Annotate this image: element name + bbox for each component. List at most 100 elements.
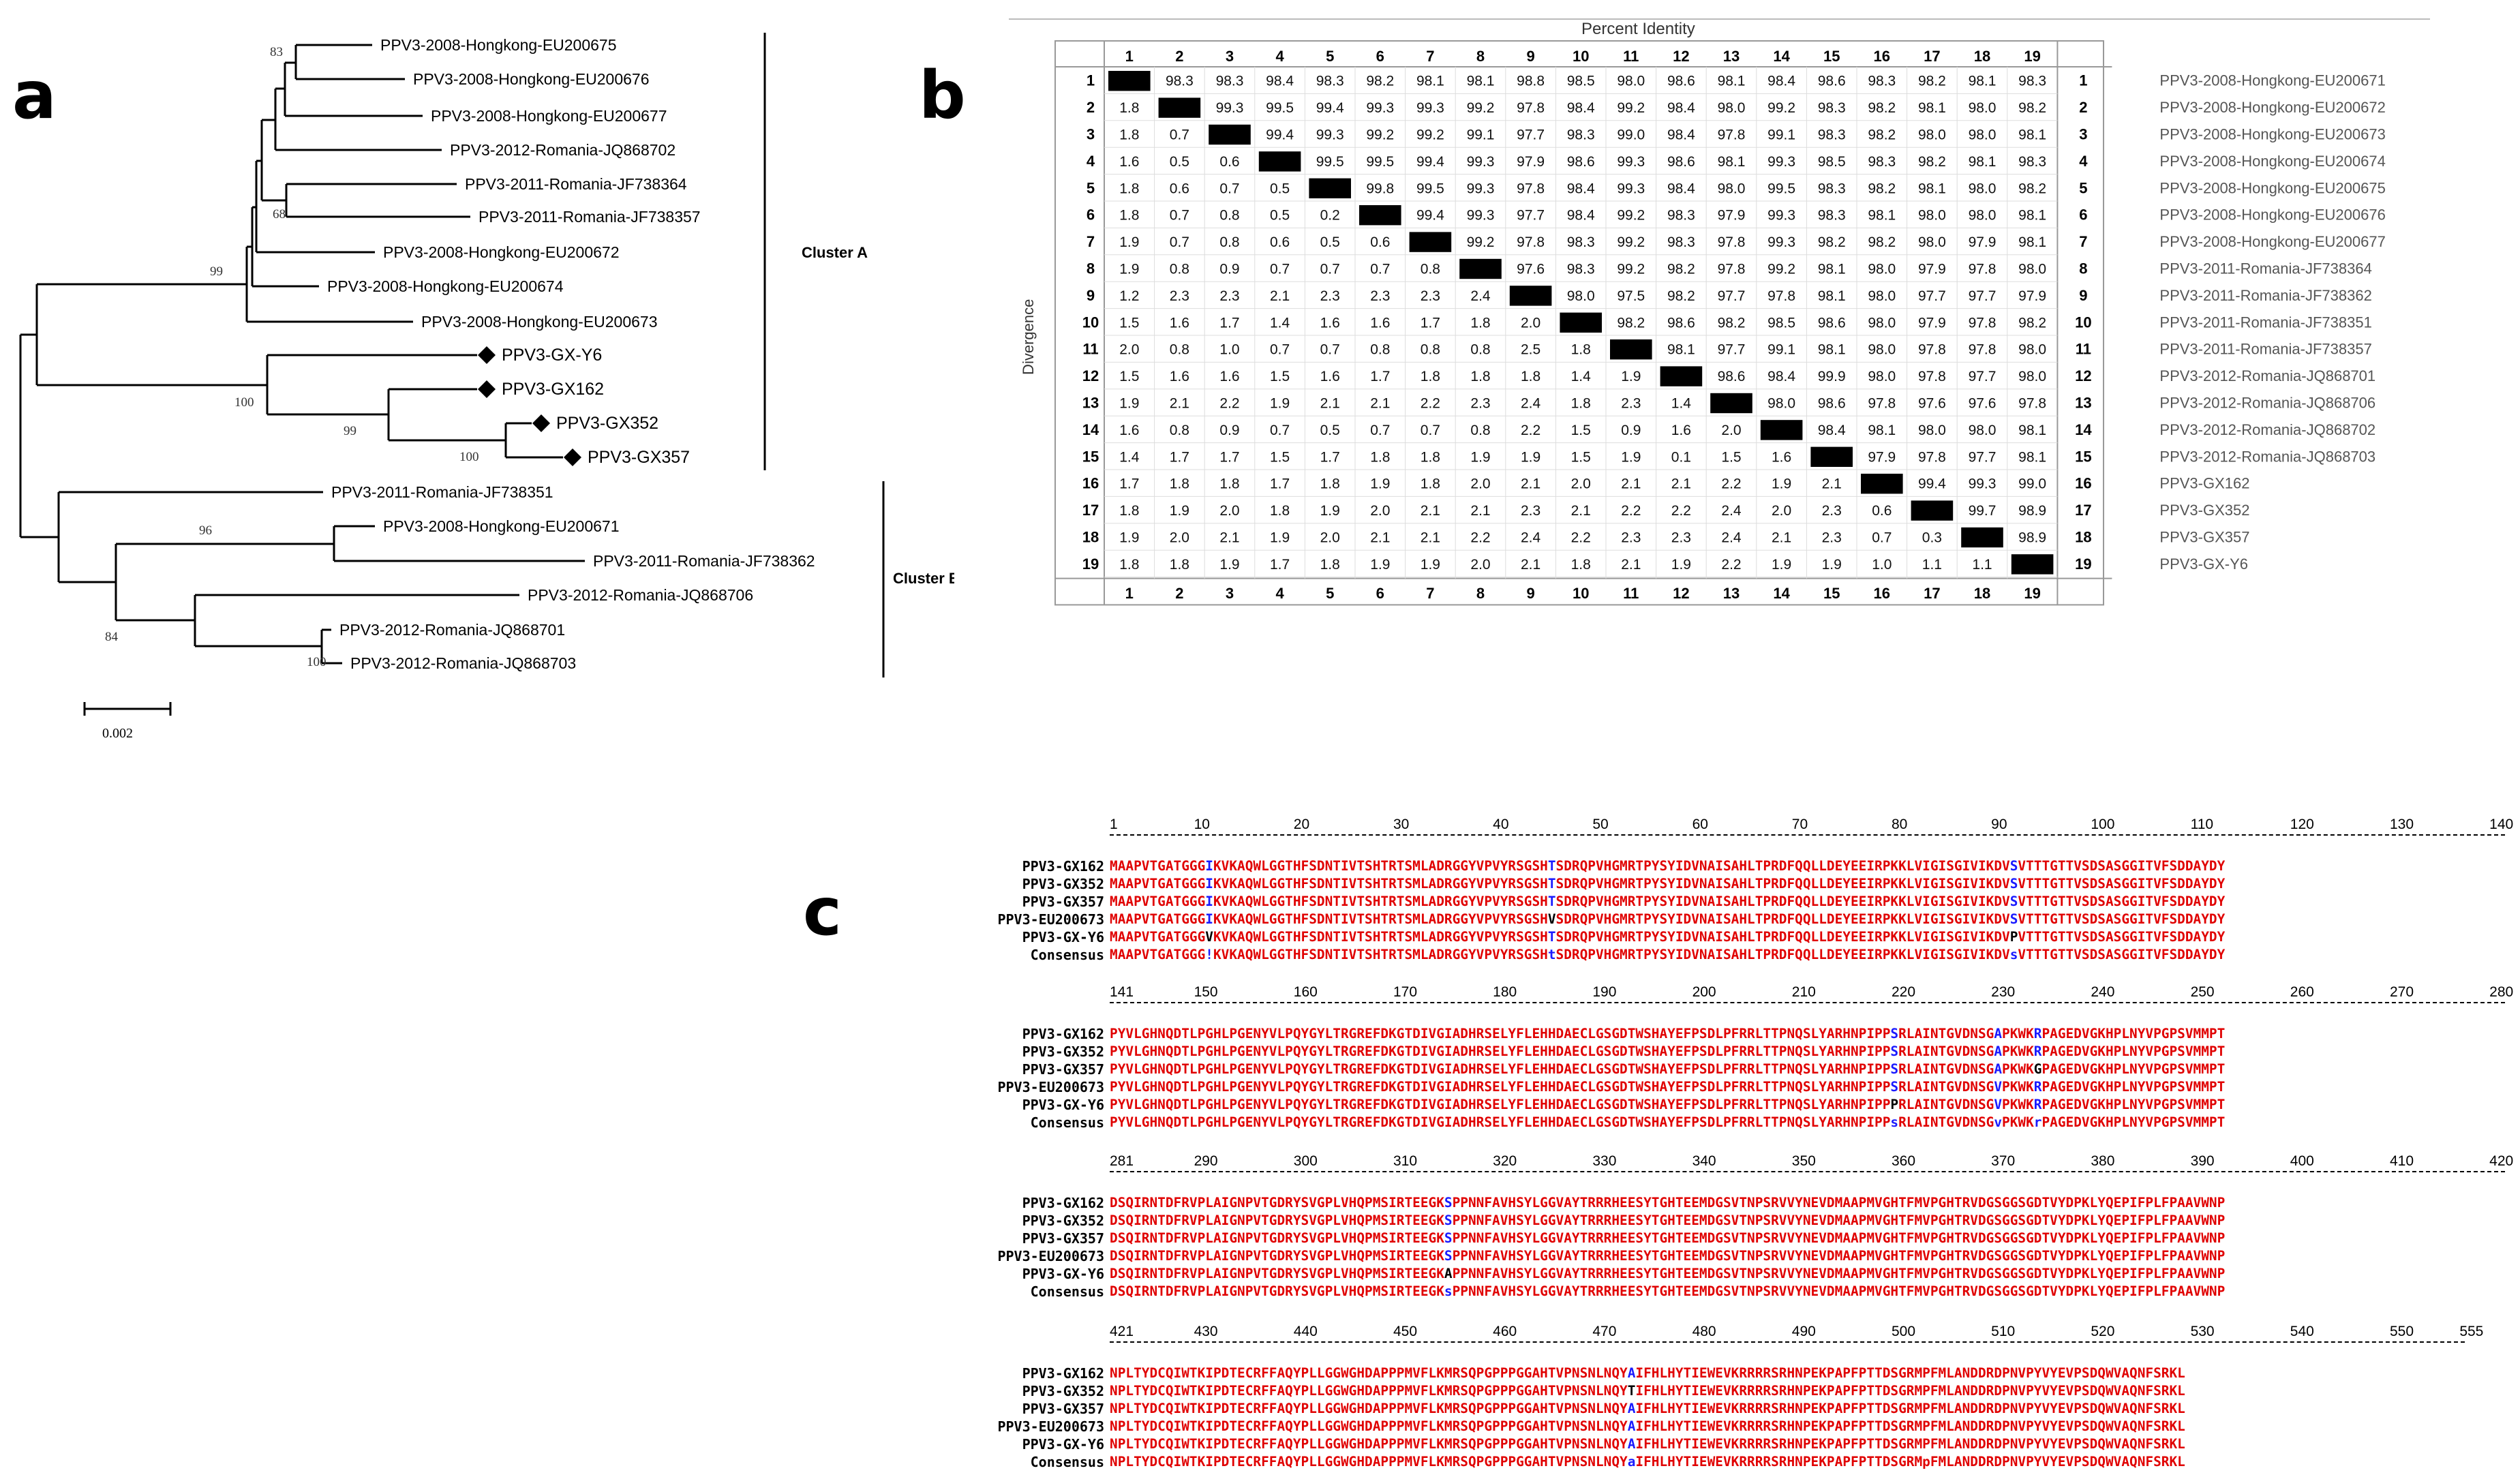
matrix-cell: 99.3 <box>1316 127 1344 143</box>
matrix-cell: 1.8 <box>1270 503 1290 519</box>
matrix-cell: 0.8 <box>1170 342 1189 358</box>
ruler-number: 210 <box>1791 984 1816 1000</box>
matrix-cell: 2.1 <box>1320 396 1340 412</box>
matrix-cell: 0.6 <box>1370 234 1390 250</box>
matrix-seq-name: PPV3-2012-Romania-JQ868703 <box>2159 448 2375 465</box>
matrix-row-header-right: 9 <box>2079 287 2087 304</box>
matrix-cell: 1.5 <box>1571 449 1591 465</box>
matrix-cell: 98.0 <box>1868 369 1896 384</box>
matrix-cell: 98.6 <box>1818 315 1846 331</box>
matrix-cell: 98.4 <box>1567 208 1595 224</box>
matrix-cell: 2.0 <box>1721 423 1741 438</box>
matrix-col-header: 14 <box>1773 48 1790 65</box>
alignment-sequence: MAAPVTGATGGG!KVKAQWLGGTHFSDNTIVTSHTRTSML… <box>1110 947 2226 962</box>
matrix-col-footer: 13 <box>1723 585 1740 602</box>
matrix-cell: 98.0 <box>1868 262 1896 277</box>
matrix-diagonal-cell <box>1610 339 1652 360</box>
alignment-sequence: NPLTYDCQIWTKIPDTECRFFAQYPLLGGWGHDAPPPMVF… <box>1110 1365 2185 1381</box>
matrix-cell: 98.3 <box>1667 208 1695 224</box>
matrix-cell: 99.1 <box>1767 127 1795 143</box>
matrix-cell: 98.0 <box>1969 181 1997 196</box>
matrix-cell: 97.9 <box>1918 315 1946 331</box>
matrix-cell: 2.1 <box>1621 476 1641 492</box>
matrix-cell: 2.1 <box>1370 530 1390 546</box>
matrix-cell: 99.3 <box>1767 234 1795 250</box>
matrix-ylabel: Divergence <box>1020 299 1037 375</box>
matrix-cell: 98.1 <box>1868 423 1896 438</box>
matrix-cell: 98.1 <box>1416 74 1444 89</box>
matrix-col-header: 6 <box>1376 48 1384 65</box>
matrix-cell: 1.8 <box>1521 369 1540 384</box>
matrix-cell: 2.3 <box>1671 530 1691 546</box>
matrix-cell: 0.8 <box>1219 234 1239 250</box>
matrix-cell: 97.8 <box>1517 234 1545 250</box>
matrix-cell: 98.3 <box>1818 127 1846 143</box>
matrix-cell: 98.4 <box>1767 369 1795 384</box>
matrix-cell: 98.6 <box>1667 74 1695 89</box>
matrix-cell: 98.1 <box>1969 154 1997 170</box>
matrix-cell: 1.7 <box>1270 557 1290 573</box>
matrix-cell: 2.5 <box>1521 342 1540 358</box>
matrix-cell: 99.1 <box>1467 127 1495 143</box>
matrix-cell: 98.0 <box>1918 423 1946 438</box>
matrix-cell: 2.2 <box>1671 503 1691 519</box>
matrix-cell: 2.1 <box>1571 503 1591 519</box>
tree-leaf-label: PPV3-2008-Hongkong-EU200676 <box>413 70 650 88</box>
matrix-row-header-right: 17 <box>2075 502 2091 519</box>
matrix-cell: 97.9 <box>1969 234 1997 250</box>
matrix-cell: 98.1 <box>2018 208 2046 224</box>
matrix-cell: 97.7 <box>1718 342 1746 358</box>
matrix-cell: 99.2 <box>1767 262 1795 277</box>
matrix-row-header-right: 19 <box>2075 555 2091 573</box>
matrix-row-header-right: 6 <box>2079 207 2087 224</box>
matrix-seq-name: PPV3-2012-Romania-JQ868701 <box>2159 367 2375 384</box>
alignment-seq-name: PPV3-GX357 <box>1022 894 1104 910</box>
diamond-marker-icon <box>478 380 496 398</box>
ruler-number: 1 <box>1110 817 1118 832</box>
matrix-cell: 1.4 <box>1270 315 1290 331</box>
alignment-seq-name: PPV3-GX352 <box>1022 1213 1104 1229</box>
matrix-cell: 99.3 <box>1969 476 1997 492</box>
matrix-cell: 1.7 <box>1320 449 1340 465</box>
bootstrap-value: 83 <box>270 45 283 59</box>
matrix-cell: 1.9 <box>1621 449 1641 465</box>
alignment-seq-name: Consensus <box>1030 1283 1104 1300</box>
matrix-cell: 98.0 <box>1718 100 1746 116</box>
matrix-cell: 98.0 <box>1617 74 1645 89</box>
matrix-col-footer: 16 <box>1874 585 1890 602</box>
matrix-cell: 1.9 <box>1270 530 1290 546</box>
matrix-cell: 98.2 <box>1868 181 1896 196</box>
matrix-col-header: 10 <box>1573 48 1589 65</box>
matrix-seq-name: PPV3-2008-Hongkong-EU200676 <box>2159 207 2385 224</box>
matrix-row-header: 18 <box>1082 529 1099 546</box>
matrix-cell: 1.7 <box>1219 315 1239 331</box>
matrix-cell: 97.9 <box>1517 154 1545 170</box>
matrix-cell: 99.5 <box>1266 100 1294 116</box>
matrix-col-footer: 8 <box>1476 585 1485 602</box>
matrix-row-header-right: 16 <box>2075 475 2091 492</box>
matrix-seq-name: PPV3-2008-Hongkong-EU200674 <box>2159 153 2385 170</box>
matrix-col-header: 2 <box>1175 48 1183 65</box>
ruler-number: 200 <box>1692 984 1716 1000</box>
matrix-col-header: 18 <box>1974 48 1990 65</box>
matrix-cell: 99.3 <box>1467 154 1495 170</box>
matrix-cell: 99.2 <box>1617 208 1645 224</box>
matrix-cell: 1.5 <box>1270 369 1290 384</box>
matrix-cell: 98.3 <box>1818 208 1846 224</box>
matrix-cell: 98.0 <box>1969 100 1997 116</box>
ruler-number: 480 <box>1692 1324 1716 1339</box>
matrix-cell: 98.4 <box>1667 127 1695 143</box>
ruler-number: 390 <box>2190 1153 2215 1169</box>
matrix-cell: 2.2 <box>1721 476 1741 492</box>
matrix-cell: 98.1 <box>2018 234 2046 250</box>
matrix-cell: 98.0 <box>1969 127 1997 143</box>
alignment-sequence: DSQIRNTDFRVPLAIGNPVTGDRYSVGPLVHQPMSIRTEE… <box>1110 1266 2226 1281</box>
matrix-cell: 1.8 <box>1119 557 1139 573</box>
alignment-sequence: PYVLGHNQDTLPGHLPGENYVLPQYGYLTRGREFDKGTDI… <box>1110 1026 2226 1041</box>
alignment-sequence: DSQIRNTDFRVPLAIGNPVTGDRYSVGPLVHQPMSIRTEE… <box>1110 1248 2226 1264</box>
matrix-row-header-right: 2 <box>2079 99 2087 116</box>
matrix-cell: 2.0 <box>1772 503 1791 519</box>
matrix-cell: 2.4 <box>1721 530 1742 546</box>
matrix-cell: 1.0 <box>1872 557 1892 573</box>
matrix-col-footer: 5 <box>1326 585 1334 602</box>
